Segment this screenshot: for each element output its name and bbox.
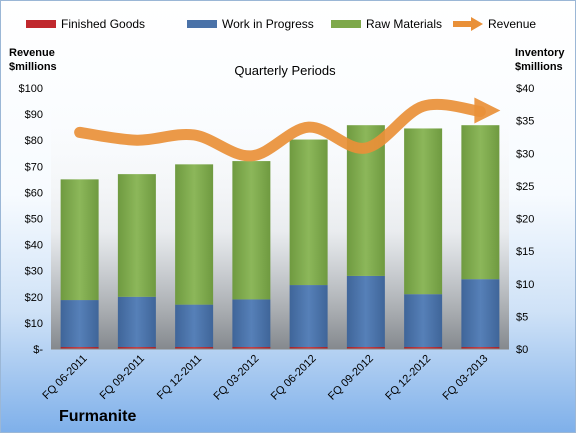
x-axis-tick-label: FQ 03-2012 [212, 353, 262, 403]
legend-swatch-work-in-progress [187, 20, 217, 28]
right-axis-label-line2: $millions [515, 61, 563, 73]
left-axis-tick-label: $70 [25, 161, 43, 173]
bar-finished-goods [289, 347, 328, 349]
x-axis-tick-label: FQ 09-2012 [326, 353, 376, 403]
bar-raw-materials [117, 174, 156, 297]
left-axis-tick-label: $20 [25, 292, 43, 304]
right-axis-tick-label: $5 [516, 311, 528, 323]
bar-raw-materials [60, 179, 99, 301]
right-axis-label-line1: Inventory [515, 47, 565, 59]
left-axis-tick-label: $40 [25, 240, 43, 252]
bar-raw-materials [289, 139, 328, 286]
left-axis-tick-label: $100 [19, 83, 43, 95]
revenue-arrowhead [474, 97, 501, 124]
right-axis-tick-label: $0 [516, 344, 528, 356]
bar-work-in-progress [117, 296, 156, 348]
bar-finished-goods [346, 347, 385, 349]
legend-label-finished-goods: Finished Goods [61, 17, 145, 31]
right-axis-tick-label: $15 [516, 246, 534, 258]
right-axis-tick-label: $25 [516, 181, 534, 193]
bar-finished-goods [404, 347, 443, 349]
left-axis-tick-label: $90 [25, 109, 43, 121]
bar-finished-goods [117, 347, 156, 349]
bar-raw-materials [175, 164, 214, 305]
legend-label-raw-materials: Raw Materials [366, 17, 442, 31]
bar-work-in-progress [175, 304, 214, 348]
revenue-line [74, 98, 486, 162]
legend-swatch-revenue [453, 17, 483, 31]
left-axis-label-line1: Revenue [9, 47, 55, 59]
bar-work-in-progress [232, 299, 271, 348]
bar-work-in-progress [346, 275, 385, 348]
legend-swatch-finished-goods [26, 20, 56, 28]
left-axis-tick-label: $60 [25, 187, 43, 199]
left-axis-tick-label: $80 [25, 135, 43, 147]
left-axis-label-line2: $millions [9, 61, 57, 73]
chart-title: Quarterly Periods [234, 63, 336, 78]
left-axis-tick-label: $50 [25, 214, 43, 226]
x-axis-tick-label: FQ 12-2012 [383, 353, 433, 403]
legend-label-work-in-progress: Work in Progress [222, 17, 314, 31]
bar-finished-goods [232, 347, 271, 349]
bar-work-in-progress [289, 285, 328, 348]
bar-raw-materials [232, 161, 271, 300]
x-axis-tick-label: FQ 12-2011 [155, 353, 204, 402]
x-axis-tick-label: FQ 09-2011 [98, 353, 147, 402]
left-axis-tick-label: $30 [25, 266, 43, 278]
right-axis-tick-label: $35 [516, 116, 534, 128]
right-axis-tick-label: $10 [516, 279, 534, 291]
bar-raw-materials [461, 125, 500, 280]
bar-finished-goods [60, 347, 99, 349]
bar-raw-materials [404, 128, 443, 295]
x-axis-tick-label: FQ 06-2011 [40, 353, 89, 402]
bar-work-in-progress [60, 300, 99, 348]
right-axis-tick-label: $40 [516, 83, 534, 95]
brand-label: Furmanite [59, 408, 136, 425]
bar-work-in-progress [404, 294, 443, 348]
bar-work-in-progress [461, 279, 500, 348]
left-axis-tick-label: $- [33, 344, 43, 356]
right-axis-tick-label: $30 [516, 148, 534, 160]
legend-label-revenue: Revenue [488, 17, 536, 31]
right-axis-tick-label: $20 [516, 214, 534, 226]
legend-swatch-raw-materials [331, 20, 361, 28]
bar-finished-goods [175, 347, 214, 349]
x-axis-tick-label: FQ 03-2013 [441, 353, 491, 403]
left-axis-tick-label: $10 [25, 318, 43, 330]
x-axis-tick-label: FQ 06-2012 [269, 353, 319, 403]
bar-finished-goods [461, 347, 500, 349]
